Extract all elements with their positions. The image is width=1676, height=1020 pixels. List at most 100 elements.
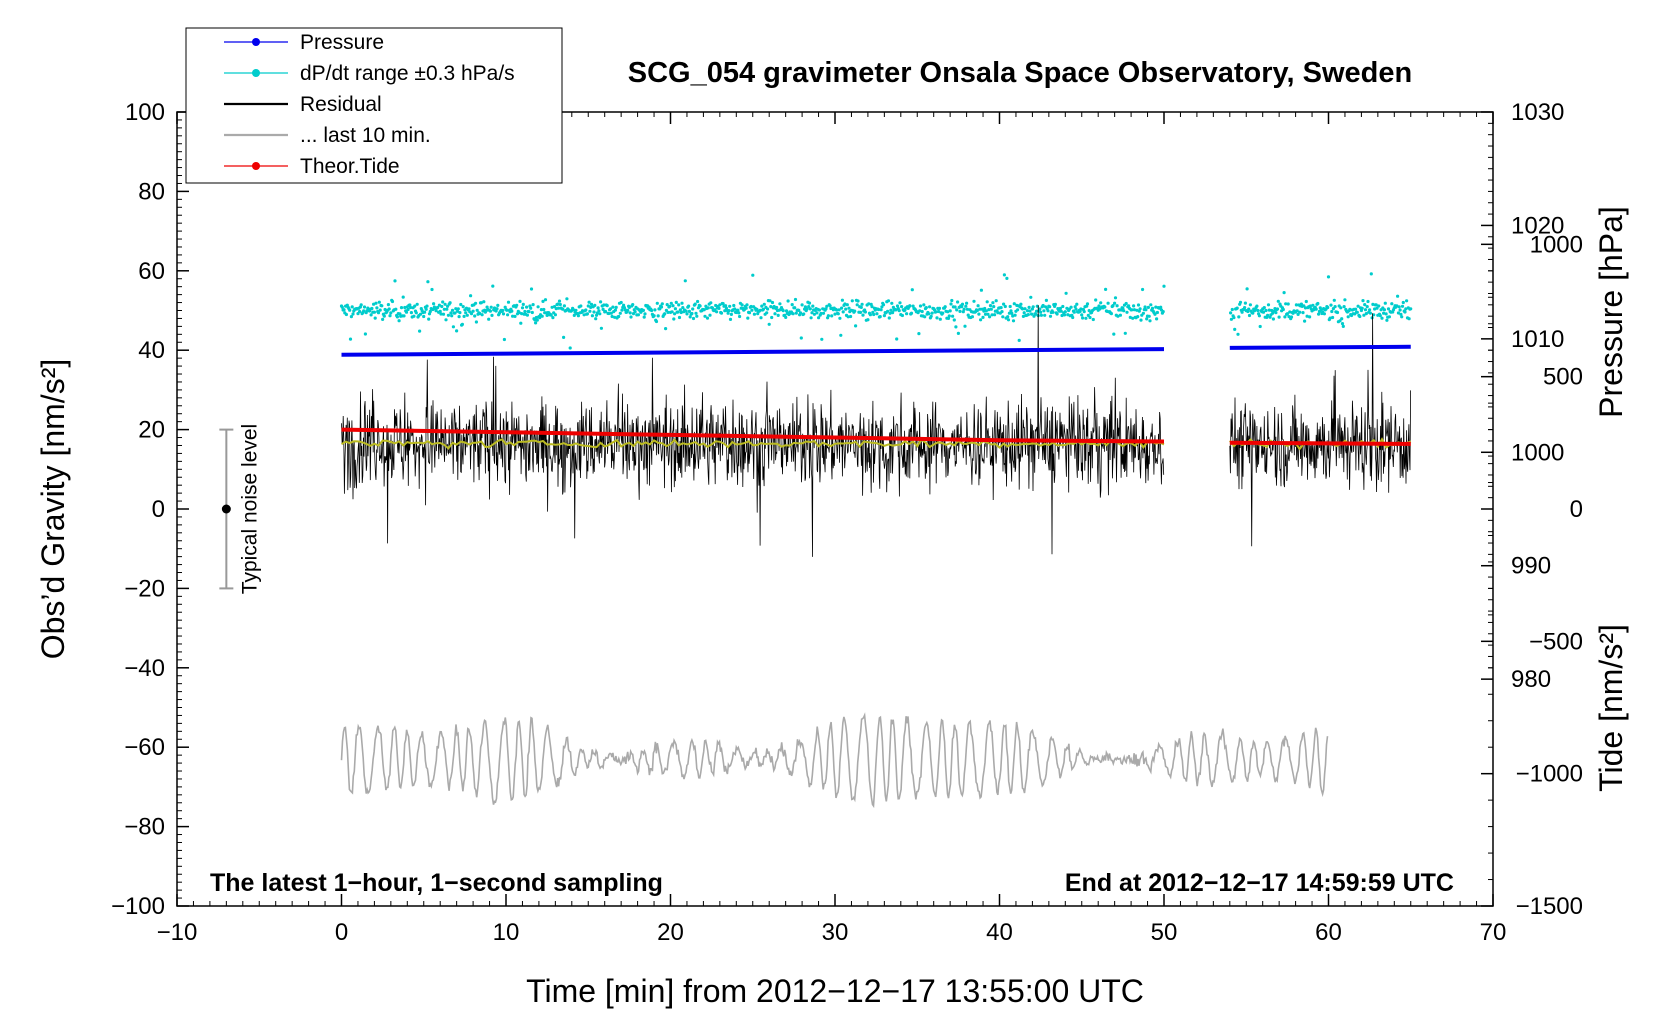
y-left-tick-label: 80 <box>138 178 165 205</box>
dpdt-point <box>760 304 764 308</box>
dpdt-point <box>369 313 373 317</box>
dpdt-point <box>403 305 407 310</box>
dpdt-point <box>1368 308 1372 312</box>
dpdt-point <box>1261 310 1266 314</box>
dpdt-point <box>819 311 823 316</box>
dpdt-point <box>1375 306 1379 310</box>
dpdt-point <box>1046 309 1050 313</box>
dpdt-point <box>690 311 694 316</box>
dpdt-point <box>920 309 924 314</box>
dpdt-point <box>890 301 894 305</box>
dpdt-point <box>1387 315 1391 319</box>
dpdt-point <box>733 307 737 311</box>
dpdt-point <box>882 314 887 318</box>
dpdt-point <box>412 314 416 318</box>
dpdt-point <box>1042 309 1046 313</box>
dpdt-point <box>1398 308 1402 312</box>
dpdt-point <box>386 303 390 307</box>
dpdt-point <box>688 315 692 319</box>
dpdt-point <box>1072 310 1076 314</box>
dpdt-point <box>519 321 523 325</box>
dpdt-point <box>441 312 446 316</box>
pressure-line-segment-1 <box>341 347 1165 357</box>
dpdt-point <box>1396 311 1400 315</box>
dpdt-point <box>1322 312 1326 316</box>
dpdt-point <box>955 308 959 312</box>
dpdt-point <box>506 300 511 304</box>
dpdt-point <box>805 307 809 311</box>
dpdt-point <box>629 315 633 319</box>
dpdt-point <box>958 309 962 313</box>
dpdt-point <box>1366 299 1370 304</box>
dpdt-point <box>520 306 525 310</box>
dpdt-point <box>1243 306 1247 310</box>
dpdt-point <box>1296 312 1300 316</box>
dpdt-point <box>1051 310 1055 314</box>
dpdt-point <box>938 317 942 321</box>
dpdt-point <box>1270 308 1274 313</box>
dpdt-point <box>673 312 677 316</box>
dpdt-point <box>984 309 988 313</box>
dpdt-point <box>965 307 970 311</box>
tide-line-segment-2 <box>1229 440 1411 446</box>
dpdt-point <box>1019 302 1023 306</box>
dpdt-point <box>905 312 909 316</box>
dpdt-point <box>1154 305 1158 309</box>
dpdt-point <box>1308 315 1312 319</box>
pressure-tick-label: 990 <box>1511 553 1551 580</box>
tide-tick-label: 500 <box>1543 364 1583 391</box>
dpdt-point <box>854 324 858 328</box>
dpdt-point <box>359 303 363 307</box>
dpdt-point <box>761 307 766 311</box>
series-tide <box>341 427 1411 446</box>
dpdt-point <box>691 307 695 311</box>
dpdt-point <box>976 304 980 308</box>
dpdt-point <box>589 302 594 306</box>
dpdt-point <box>1383 301 1387 305</box>
dpdt-point <box>443 302 447 306</box>
dpdt-point <box>1088 315 1092 320</box>
dpdt-point <box>677 315 682 320</box>
dpdt-point <box>843 302 847 306</box>
dpdt-point <box>614 305 618 309</box>
dpdt-point <box>988 315 992 319</box>
dpdt-point <box>825 304 829 308</box>
dpdt-point <box>557 299 562 303</box>
dpdt-point <box>681 306 685 310</box>
dpdt-point <box>599 326 604 330</box>
dpdt-point <box>362 309 366 313</box>
dpdt-point <box>665 303 669 307</box>
dpdt-point <box>948 309 952 313</box>
dpdt-point <box>1276 299 1280 303</box>
dpdt-point <box>986 312 990 316</box>
dpdt-point <box>1034 309 1039 313</box>
dpdt-point <box>418 312 423 316</box>
dpdt-point <box>457 315 461 319</box>
dpdt-point <box>687 304 691 308</box>
dpdt-point <box>387 307 391 311</box>
dpdt-point <box>1403 310 1407 314</box>
dpdt-point <box>585 312 590 316</box>
dpdt-point <box>1115 304 1119 308</box>
dpdt-point <box>988 304 993 308</box>
dpdt-point <box>835 308 839 312</box>
dpdt-point <box>525 305 529 309</box>
y-axis-label-gravity: Obs’d Gravity [nm/s²] <box>35 359 71 660</box>
dpdt-point <box>576 314 581 318</box>
dpdt-point <box>1303 306 1308 310</box>
dpdt-point <box>698 304 702 308</box>
dpdt-point <box>655 301 659 305</box>
dpdt-point <box>458 311 462 315</box>
x-tick-label: 30 <box>822 919 849 946</box>
dpdt-point <box>496 303 500 307</box>
dpdt-point <box>1010 311 1014 315</box>
dpdt-point <box>607 311 611 316</box>
dpdt-point <box>1237 315 1241 319</box>
dpdt-point <box>758 308 762 312</box>
dpdt-point <box>449 311 453 315</box>
dpdt-point <box>728 304 732 308</box>
dpdt-point <box>520 312 524 316</box>
dpdt-point <box>987 308 991 312</box>
dpdt-point <box>1065 306 1069 310</box>
dpdt-point <box>370 306 374 311</box>
